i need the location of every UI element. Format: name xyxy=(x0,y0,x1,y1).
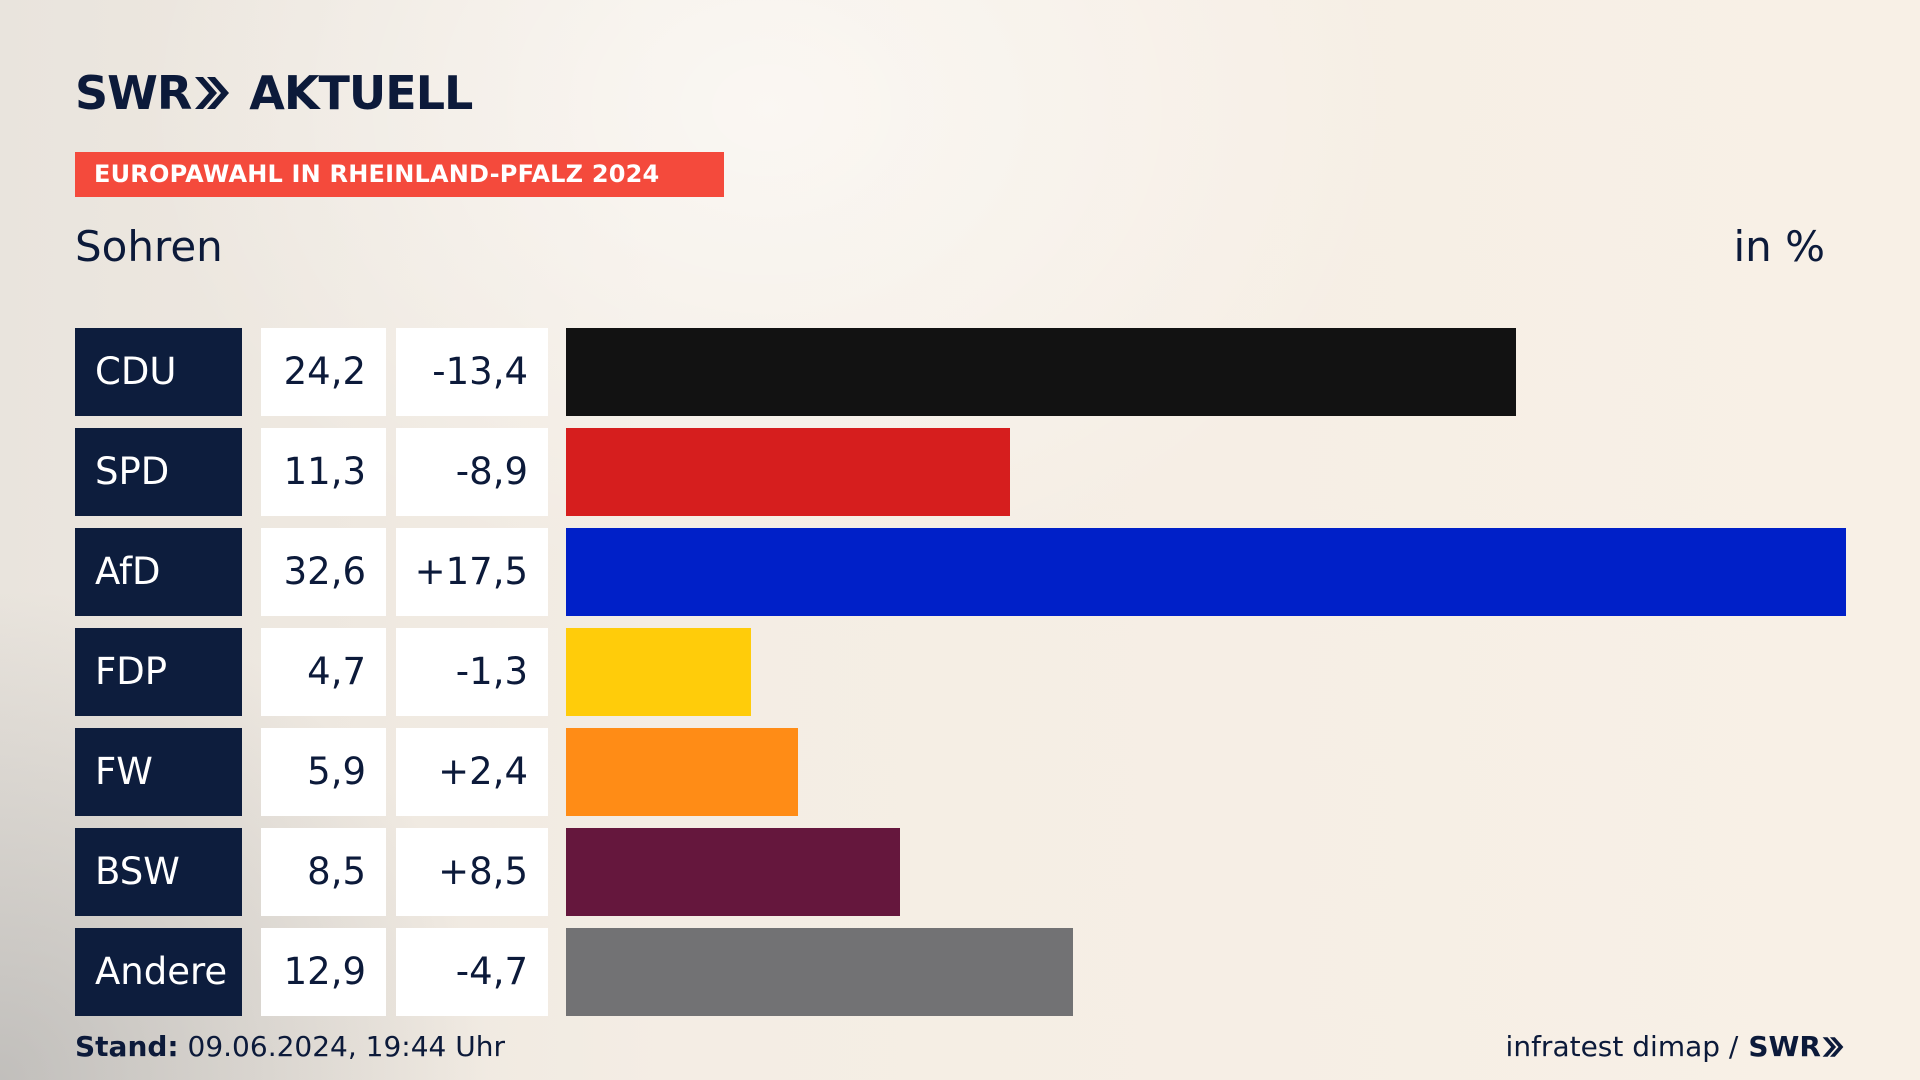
swr-small-logo: SWR xyxy=(1748,1030,1845,1063)
bar-cdu xyxy=(566,328,1516,416)
vote-share-value: 32,6 xyxy=(261,528,386,616)
party-label: CDU xyxy=(75,328,242,416)
vote-change-value: -4,7 xyxy=(396,928,548,1016)
vote-share-value: 4,7 xyxy=(261,628,386,716)
place-title: Sohren xyxy=(75,222,223,271)
double-chevron-small-icon xyxy=(1822,1036,1844,1057)
swr-aktuell-logo: SWR AKTUELL xyxy=(75,66,473,120)
bar-spd xyxy=(566,428,1010,516)
source-credit: infratest dimap / SWR xyxy=(1506,1030,1845,1063)
stand-label: Stand: xyxy=(75,1030,179,1063)
swr-small-logo-text: SWR xyxy=(1748,1030,1821,1063)
vote-share-value: 24,2 xyxy=(261,328,386,416)
source-text: infratest dimap / xyxy=(1505,1030,1739,1063)
bar-andere xyxy=(566,928,1073,1016)
vote-change-value: +8,5 xyxy=(396,828,548,916)
party-label: FDP xyxy=(75,628,242,716)
party-label: SPD xyxy=(75,428,242,516)
vote-change-value: -1,3 xyxy=(396,628,548,716)
logo-swr-text: SWR xyxy=(75,66,192,120)
bar-fdp xyxy=(566,628,751,716)
vote-share-value: 12,9 xyxy=(261,928,386,1016)
unit-label: in % xyxy=(1733,222,1825,271)
vote-change-value: -13,4 xyxy=(396,328,548,416)
vote-share-value: 5,9 xyxy=(261,728,386,816)
vote-change-value: +17,5 xyxy=(396,528,548,616)
logo-aktuell-text: AKTUELL xyxy=(249,66,473,120)
timestamp: Stand: 09.06.2024, 19:44 Uhr xyxy=(75,1030,505,1063)
bar-bsw xyxy=(566,828,900,916)
party-label: BSW xyxy=(75,828,242,916)
party-label: Andere xyxy=(75,928,242,1016)
party-label: AfD xyxy=(75,528,242,616)
double-chevron-icon xyxy=(193,75,231,111)
vote-share-value: 11,3 xyxy=(261,428,386,516)
bar-fw xyxy=(566,728,798,816)
vote-change-value: -8,9 xyxy=(396,428,548,516)
stand-value: 09.06.2024, 19:44 Uhr xyxy=(187,1030,505,1063)
party-label: FW xyxy=(75,728,242,816)
bar-afd xyxy=(566,528,1846,616)
vote-share-value: 8,5 xyxy=(261,828,386,916)
election-banner: EUROPAWAHL IN RHEINLAND-PFALZ 2024 xyxy=(75,152,724,197)
vote-change-value: +2,4 xyxy=(396,728,548,816)
